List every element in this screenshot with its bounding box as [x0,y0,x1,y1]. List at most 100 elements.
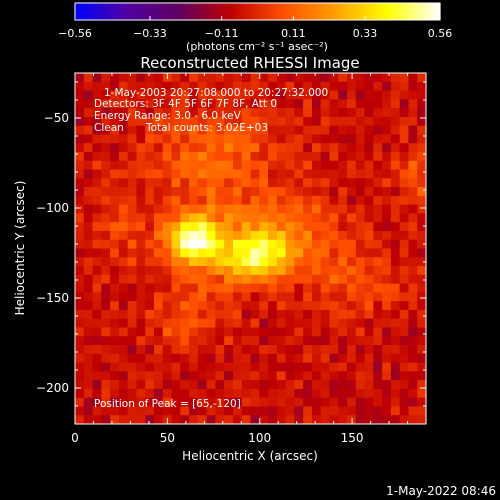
heatmap-pixel [268,125,278,135]
heatmap-pixel [399,81,409,92]
heatmap-pixel [197,213,208,223]
heatmap-pixel [276,160,287,171]
heatmap-pixel [294,371,304,381]
heatmap-pixel [92,283,102,293]
heatmap-pixel [329,230,339,241]
heatmap-pixel [355,283,366,293]
heatmap-pixel [259,160,269,171]
heatmap-pixel [101,415,111,425]
heatmap-pixel [189,160,199,171]
heatmap-pixel [347,239,357,249]
colorbar-swatch [294,3,298,20]
heatmap-pixel [118,266,129,276]
heatmap-pixel [338,248,348,258]
heatmap-pixel [338,239,348,249]
heatmap-pixel [329,222,339,232]
heatmap-pixel [382,309,392,320]
colorbar-swatch [108,3,113,20]
heatmap-pixel [110,204,120,214]
heatmap-pixel [101,353,111,364]
heatmap-pixel [417,380,427,390]
heatmap-pixel [364,99,374,109]
heatmap-pixel [118,362,129,372]
heatmap-pixel [189,388,199,399]
colorbar-swatch [87,3,91,20]
heatmap-pixel [189,169,199,179]
heatmap-pixel [101,292,111,302]
heatmap-pixel [127,362,137,372]
heatmap-pixel [171,266,181,276]
colorbar [74,2,441,21]
heatmap-pixel [259,415,269,425]
heatmap-pixel [180,134,190,144]
heatmap-pixel [268,266,278,276]
heatmap-pixel [390,309,401,320]
heatmap-pixel [232,371,243,381]
heatmap-pixel [355,178,366,188]
heatmap-pixel [268,274,278,285]
colorbar-swatch [248,3,253,20]
heatmap-pixel [75,116,85,127]
heatmap-pixel [329,309,339,320]
heatmap-pixel [127,309,137,320]
heatmap-pixel [206,116,216,127]
heatmap-pixel [355,345,366,355]
heatmap-pixel [101,151,111,162]
heatmap-pixel [118,99,129,109]
heatmap-pixel [215,380,225,390]
heatmap-pixel [92,406,102,416]
heatmap-pixel [285,90,295,100]
heatmap-pixel [206,99,216,109]
heatmap-pixel [268,248,278,258]
heatmap-pixel [162,239,173,249]
heatmap-pixel [268,397,278,407]
heatmap-pixel [250,151,260,162]
colorbar-tick-label: 0.56 [428,27,453,40]
colorbar-swatch [409,3,414,20]
heatmap-pixel [294,388,304,399]
heatmap-pixel [232,73,243,83]
heatmap-pixel [259,301,269,311]
heatmap-pixel [311,380,322,390]
heatmap-pixel [215,81,225,92]
heatmap-pixel [171,99,181,109]
heatmap-pixel [250,388,260,399]
heatmap-pixel [127,388,137,399]
heatmap-pixel [408,371,418,381]
heatmap-pixel [197,345,208,355]
heatmap-pixel [294,380,304,390]
heatmap-pixel [250,380,260,390]
heatmap-pixel [224,345,234,355]
heatmap-pixel [101,345,111,355]
heatmap-pixel [364,292,374,302]
heatmap-pixel [311,143,322,153]
heatmap-pixel [136,125,146,135]
heatmap-pixel [250,292,260,302]
heatmap-pixel [390,169,401,179]
heatmap-pixel [180,143,190,153]
heatmap-pixel [338,257,348,267]
heatmap-pixel [294,257,304,267]
heatmap-pixel [329,239,339,249]
heatmap-pixel [338,213,348,223]
heatmap-pixel [83,345,94,355]
heatmap-pixel [180,362,190,372]
heatmap-pixel [294,292,304,302]
colorbar-swatch [336,3,341,20]
heatmap-pixel [259,169,269,179]
heatmap-pixel [355,213,366,223]
heatmap-pixel [347,99,357,109]
colorbar-swatch [154,3,158,20]
heatmap-pixel [101,248,111,258]
heatmap-pixel [399,143,409,153]
heatmap-pixel [303,406,313,416]
heatmap-pixel [373,125,383,135]
heatmap-pixel [224,266,234,276]
heatmap-pixel [197,151,208,162]
heatmap-pixel [303,371,313,381]
heatmap-pixel [285,362,295,372]
heatmap-pixel [180,388,190,399]
heatmap-pixel [311,292,322,302]
heatmap-pixel [215,257,225,267]
heatmap-pixel [75,151,85,162]
